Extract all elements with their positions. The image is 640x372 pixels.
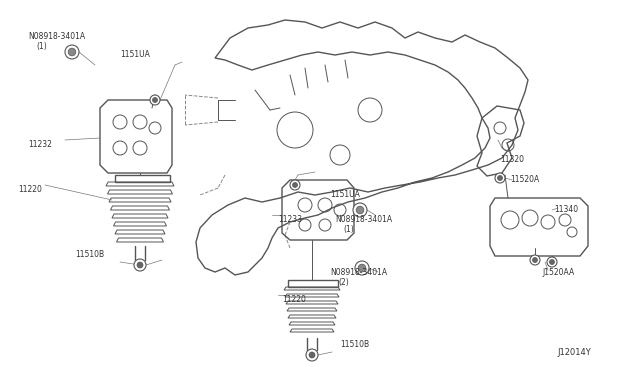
Circle shape [353, 203, 367, 217]
Text: (2): (2) [338, 278, 349, 287]
Circle shape [152, 97, 157, 103]
Circle shape [150, 95, 160, 105]
Text: 11320: 11320 [500, 155, 524, 164]
Circle shape [532, 257, 538, 263]
Text: 11520A: 11520A [510, 175, 540, 184]
Circle shape [137, 262, 143, 268]
Text: 11510B: 11510B [340, 340, 369, 349]
Text: (1): (1) [36, 42, 47, 51]
Text: 1151UA: 1151UA [330, 190, 360, 199]
Circle shape [65, 45, 79, 59]
Circle shape [497, 176, 502, 180]
Circle shape [68, 48, 76, 56]
Text: N08918-3401A: N08918-3401A [335, 215, 392, 224]
Circle shape [550, 260, 554, 264]
Circle shape [355, 261, 369, 275]
Text: 11510B: 11510B [75, 250, 104, 259]
Text: 11220: 11220 [18, 185, 42, 194]
Circle shape [356, 206, 364, 214]
Circle shape [134, 259, 146, 271]
Circle shape [309, 352, 315, 358]
Text: J12014Y: J12014Y [557, 348, 591, 357]
Text: 11233: 11233 [278, 215, 302, 224]
Circle shape [290, 180, 300, 190]
Text: (1): (1) [343, 225, 354, 234]
Text: 11220: 11220 [282, 295, 306, 304]
Text: 11340: 11340 [554, 205, 578, 214]
Text: N08918-3401A: N08918-3401A [330, 268, 387, 277]
Circle shape [495, 173, 505, 183]
Text: 11232: 11232 [28, 140, 52, 149]
Text: J1520AA: J1520AA [542, 268, 574, 277]
Text: 1151UA: 1151UA [120, 50, 150, 59]
Text: N08918-3401A: N08918-3401A [28, 32, 85, 41]
Circle shape [306, 349, 318, 361]
Circle shape [530, 255, 540, 265]
Circle shape [292, 183, 298, 187]
Circle shape [358, 264, 366, 272]
Circle shape [547, 257, 557, 267]
